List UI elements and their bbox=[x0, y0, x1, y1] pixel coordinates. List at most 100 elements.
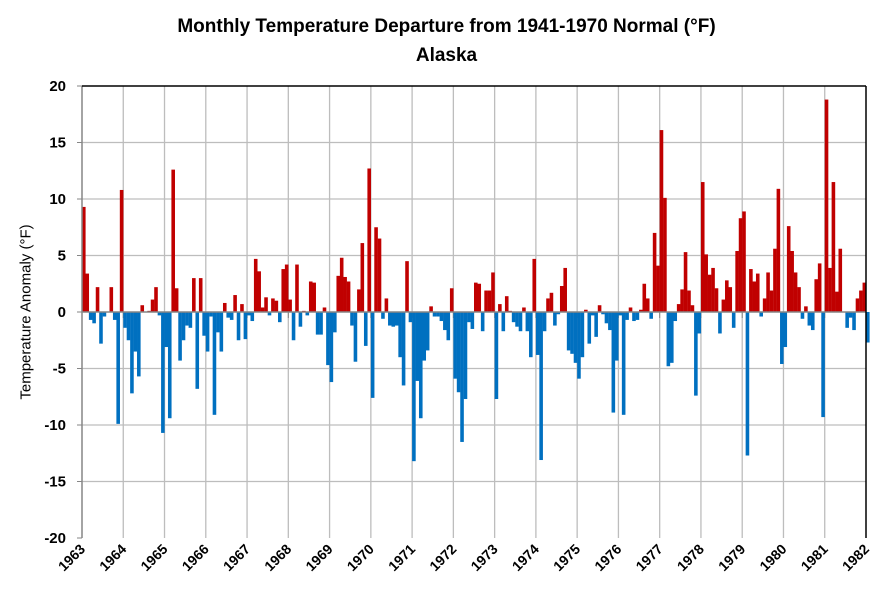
bar bbox=[295, 264, 299, 312]
bar bbox=[683, 252, 688, 312]
bar bbox=[315, 312, 320, 335]
bar bbox=[587, 312, 592, 344]
bar bbox=[780, 312, 784, 364]
bar bbox=[388, 312, 392, 326]
bar bbox=[611, 312, 616, 413]
bar bbox=[305, 312, 310, 316]
bar bbox=[425, 312, 430, 351]
x-tick-label: 1975 bbox=[550, 541, 583, 574]
x-tick-label: 1977 bbox=[632, 541, 665, 574]
y-tick-label: 10 bbox=[49, 191, 66, 208]
bar bbox=[298, 312, 303, 327]
bar bbox=[614, 312, 619, 361]
bar bbox=[250, 312, 255, 322]
bar bbox=[525, 312, 530, 332]
bar bbox=[690, 305, 695, 312]
bar bbox=[676, 304, 681, 312]
bar bbox=[577, 312, 581, 379]
bar bbox=[336, 275, 341, 312]
bar bbox=[797, 287, 801, 312]
bar bbox=[212, 312, 217, 415]
bar bbox=[198, 278, 203, 312]
bar bbox=[353, 312, 358, 362]
bar bbox=[491, 272, 495, 312]
bar bbox=[288, 299, 292, 312]
bar bbox=[498, 304, 502, 312]
bar bbox=[422, 312, 427, 361]
bar bbox=[714, 288, 719, 312]
bar bbox=[800, 312, 805, 319]
x-tick-label: 1966 bbox=[179, 541, 212, 574]
bar bbox=[274, 300, 279, 312]
bar bbox=[824, 99, 829, 312]
bar bbox=[284, 264, 289, 312]
bar bbox=[759, 312, 763, 317]
bar bbox=[363, 312, 368, 346]
bar bbox=[570, 312, 574, 354]
x-tick-label: 1976 bbox=[591, 541, 624, 574]
bar bbox=[271, 298, 275, 312]
bar bbox=[821, 312, 825, 418]
bar bbox=[398, 312, 402, 358]
bar bbox=[178, 312, 182, 361]
bar bbox=[394, 312, 399, 326]
x-tick-label: 1981 bbox=[798, 541, 831, 574]
bar bbox=[762, 298, 767, 312]
bar bbox=[164, 312, 169, 348]
bar bbox=[453, 312, 457, 379]
bar bbox=[535, 312, 540, 355]
x-tick-label: 1965 bbox=[137, 541, 170, 574]
bar bbox=[766, 272, 770, 312]
bar bbox=[233, 295, 237, 312]
bar bbox=[326, 312, 330, 366]
bar bbox=[539, 312, 543, 461]
bar bbox=[312, 282, 316, 312]
bar bbox=[731, 312, 736, 328]
x-tick-label: 1971 bbox=[385, 541, 418, 574]
bar bbox=[735, 250, 739, 312]
bar bbox=[291, 312, 296, 341]
bar bbox=[652, 232, 657, 312]
bar bbox=[247, 312, 251, 316]
bar bbox=[85, 273, 90, 312]
bar bbox=[123, 312, 127, 328]
bar bbox=[415, 312, 420, 381]
x-tick-label: 1968 bbox=[261, 541, 294, 574]
bar bbox=[154, 287, 158, 312]
bar bbox=[845, 312, 849, 328]
bar bbox=[532, 258, 537, 312]
bar bbox=[112, 312, 117, 320]
x-tick-label: 1980 bbox=[756, 541, 789, 574]
bar bbox=[95, 287, 100, 312]
bar bbox=[401, 312, 406, 386]
bar bbox=[412, 312, 416, 462]
bar bbox=[222, 302, 227, 312]
bar bbox=[195, 312, 200, 389]
bar bbox=[174, 288, 179, 312]
bar bbox=[109, 287, 114, 312]
x-tick-label: 1974 bbox=[509, 541, 542, 574]
x-tick-label: 1972 bbox=[426, 541, 459, 574]
bar bbox=[357, 289, 361, 312]
bar bbox=[718, 312, 722, 334]
x-tick-label: 1973 bbox=[467, 541, 500, 574]
bar bbox=[408, 312, 413, 323]
bar bbox=[814, 279, 819, 312]
bar bbox=[580, 312, 585, 358]
bar bbox=[229, 312, 234, 320]
bar bbox=[559, 286, 564, 312]
bar bbox=[116, 312, 120, 424]
bar bbox=[480, 312, 485, 332]
bar bbox=[597, 305, 602, 312]
bar bbox=[377, 238, 382, 312]
bar bbox=[343, 276, 347, 312]
x-tick-label: 1967 bbox=[220, 541, 253, 574]
bar bbox=[786, 226, 791, 312]
bar bbox=[670, 312, 674, 363]
bar bbox=[384, 298, 389, 312]
bar bbox=[467, 312, 471, 323]
bar bbox=[635, 312, 640, 320]
bar bbox=[556, 312, 561, 315]
bar bbox=[181, 312, 186, 341]
